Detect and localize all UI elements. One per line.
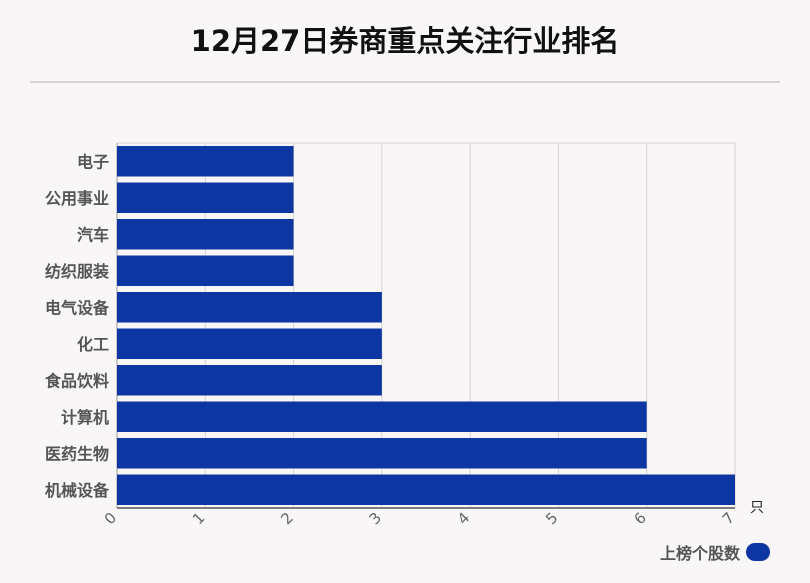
category-label: 纺织服装 bbox=[45, 262, 109, 281]
x-tick-label: 4 bbox=[454, 509, 473, 528]
x-tick-label: 7 bbox=[719, 509, 738, 528]
chart-title: 12月27日券商重点关注行业排名 bbox=[190, 24, 620, 58]
category-label: 医药生物 bbox=[45, 444, 109, 463]
x-tick-label: 5 bbox=[542, 509, 561, 528]
category-label: 计算机 bbox=[61, 408, 109, 427]
category-label: 公用事业 bbox=[45, 189, 109, 208]
bar bbox=[117, 255, 294, 286]
legend-swatch bbox=[746, 543, 770, 561]
x-tick-label: 3 bbox=[366, 509, 385, 528]
title-divider bbox=[30, 81, 780, 83]
category-label: 化工 bbox=[77, 335, 109, 354]
bar bbox=[117, 146, 294, 177]
bar bbox=[117, 401, 647, 432]
bar bbox=[117, 219, 294, 250]
x-tick-label: 0 bbox=[101, 509, 120, 528]
bar bbox=[117, 328, 382, 359]
category-label: 电气设备 bbox=[45, 298, 110, 317]
bar bbox=[117, 365, 382, 396]
x-tick-label: 2 bbox=[277, 509, 296, 528]
bar bbox=[117, 292, 382, 323]
legend[interactable]: 上榜个股数 bbox=[660, 540, 770, 564]
bar bbox=[117, 474, 735, 505]
category-label: 机械设备 bbox=[45, 481, 110, 500]
category-label: 食品饮料 bbox=[44, 371, 109, 390]
x-tick-label: 1 bbox=[189, 509, 208, 528]
bar bbox=[117, 182, 294, 213]
category-label: 电子 bbox=[77, 152, 109, 171]
x-unit-label: 只 bbox=[750, 500, 764, 516]
category-label: 汽车 bbox=[77, 225, 109, 244]
x-tick-label: 6 bbox=[630, 509, 649, 528]
legend-label: 上榜个股数 bbox=[659, 544, 740, 563]
bar bbox=[117, 438, 647, 469]
